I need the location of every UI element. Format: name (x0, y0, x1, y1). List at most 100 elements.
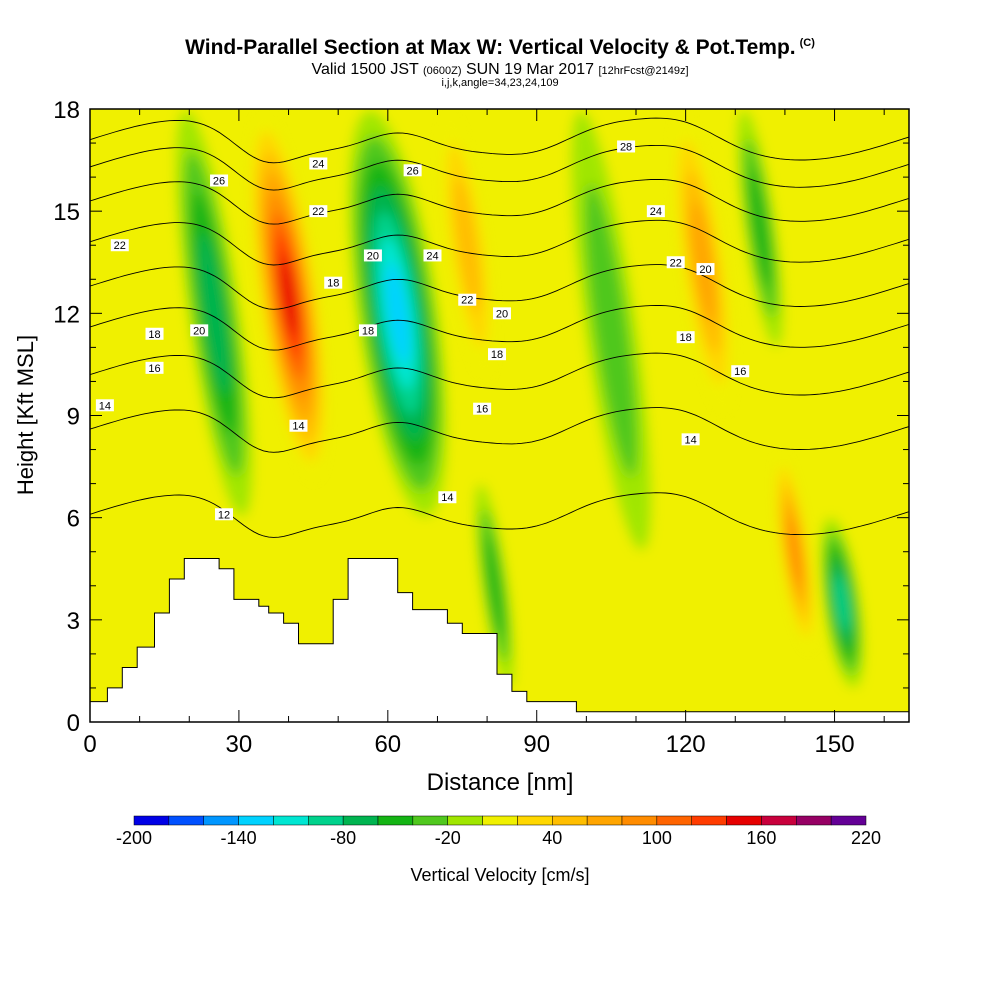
contour-label-box (438, 491, 457, 504)
contour-label: 18 (148, 329, 160, 341)
x-tick-label: 30 (226, 731, 253, 758)
chart-title-text: Wind-Parallel Section at Max W: Vertical… (185, 36, 796, 59)
contour-label: 22 (461, 295, 473, 307)
contour-label: 16 (148, 363, 160, 375)
contour-label-box (666, 256, 685, 269)
x-tick-label: 150 (815, 731, 855, 758)
colorbar: -200 -140 -80 -20 40 100 160 220 (116, 815, 881, 848)
chart-title: Wind-Parallel Section at Max W: Vertical… (0, 36, 1000, 60)
colorbar-swatch (621, 815, 658, 826)
contour-label: 22 (312, 206, 324, 218)
colorbar-swatch (412, 815, 448, 826)
contour-label: 16 (734, 366, 746, 378)
contour-label-box (210, 174, 229, 187)
theta-contour (90, 407, 909, 453)
terrain-mask (89, 558, 910, 723)
theta-contour (90, 264, 909, 310)
y-axis-label: Height [Kft MSL] (13, 335, 38, 495)
contour-label-box (458, 293, 477, 306)
colorbar-swatch (273, 815, 309, 826)
contour-label-box (309, 157, 328, 170)
contour-label-box (215, 508, 234, 521)
theta-contour (90, 117, 909, 164)
colorbar-swatch (133, 815, 170, 826)
contour-label-box (676, 331, 695, 344)
contour-label: 18 (680, 332, 692, 344)
theta-contour-labels: 26 22 18 16 14 20 12 24 22 18 14 20 18 26 24 22 20 18 16 14… (95, 140, 750, 521)
colorbar-swatch (377, 815, 414, 826)
colorbar-tick-label: 40 (542, 828, 562, 848)
contour-label: 14 (684, 434, 696, 446)
contour-label-box (145, 327, 164, 340)
contour-label-box (423, 249, 442, 262)
contour-label-box (309, 205, 328, 218)
x-axis: 0 30 60 90 120 150 (83, 109, 885, 758)
contour-label-box (646, 205, 665, 218)
colorbar-swatch (517, 815, 553, 826)
x-axis-label: Distance [nm] (427, 769, 574, 796)
colorbar-swatch (796, 815, 832, 826)
y-tick-label: 0 (67, 710, 80, 737)
colorbar-tick-label: 160 (746, 828, 776, 848)
y-tick-label: 9 (67, 404, 80, 431)
colorbar-swatch (656, 815, 692, 826)
velocity-feature (489, 560, 500, 612)
contour-label: 24 (650, 206, 662, 218)
colorbar-swatch (691, 815, 727, 826)
copyright-mark: (C) (799, 37, 815, 49)
colorbar-tick-label: -140 (221, 828, 257, 848)
y-tick-label: 12 (53, 301, 80, 328)
valid-time: Valid 1500 JST (311, 61, 419, 78)
colorbar-tick-label: 220 (851, 828, 881, 848)
colorbar-tick-label: -20 (435, 828, 461, 848)
contour-label-box (473, 402, 492, 415)
y-axis: 0 3 6 9 12 15 18 (53, 97, 909, 737)
contour-label: 24 (312, 158, 324, 170)
colorbar-swatch (552, 815, 588, 826)
colorbar-swatch (447, 815, 483, 826)
velocity-feature (838, 588, 846, 617)
theta-contour (90, 304, 909, 351)
contour-label: 20 (699, 264, 711, 276)
colorbar-tick-label: 100 (642, 828, 672, 848)
contour-label: 28 (620, 141, 632, 153)
contour-label-box (363, 249, 382, 262)
contour-label-box (488, 348, 507, 361)
colorbar-swatch (203, 815, 239, 826)
contour-label-box (731, 365, 750, 378)
contour-label-box (617, 140, 636, 153)
colorbar-swatch (586, 815, 623, 826)
velocity-feature (754, 198, 766, 258)
y-tick-label: 15 (53, 199, 80, 226)
theta-contour (90, 219, 909, 266)
contour-label: 18 (491, 349, 503, 361)
colorbar-swatch (830, 815, 867, 826)
contour-label-box (145, 361, 164, 374)
x-tick-label: 90 (523, 731, 550, 758)
valid-time-utc: (0600Z) (422, 65, 462, 77)
contour-label-box (696, 263, 715, 276)
theta-contours (90, 117, 909, 538)
theta-contour (90, 144, 909, 191)
contour-label: 14 (292, 421, 304, 433)
valid-date: SUN 19 Mar 2017 (465, 61, 595, 78)
contour-label-box (190, 324, 209, 337)
contour-label-box (324, 276, 343, 289)
contour-label: 20 (496, 308, 508, 320)
contour-label-box (492, 307, 511, 320)
velocity-feature (206, 272, 222, 354)
grid-indices: i,j,k,angle=34,23,24,109 (441, 77, 559, 89)
contour-label: 22 (114, 240, 126, 252)
contour-label-box (289, 419, 308, 432)
contour-label-box (110, 239, 129, 252)
colorbar-tick-label: -200 (116, 828, 152, 848)
forecast-info: [12hrFcst@2149z] (598, 65, 689, 77)
contour-label-box (358, 324, 377, 337)
colorbar-swatch (726, 815, 762, 826)
contour-label-box (403, 164, 422, 177)
contour-label: 14 (99, 400, 111, 412)
contour-label: 16 (476, 404, 488, 416)
velocity-feature (791, 534, 799, 569)
x-tick-label: 60 (374, 731, 401, 758)
